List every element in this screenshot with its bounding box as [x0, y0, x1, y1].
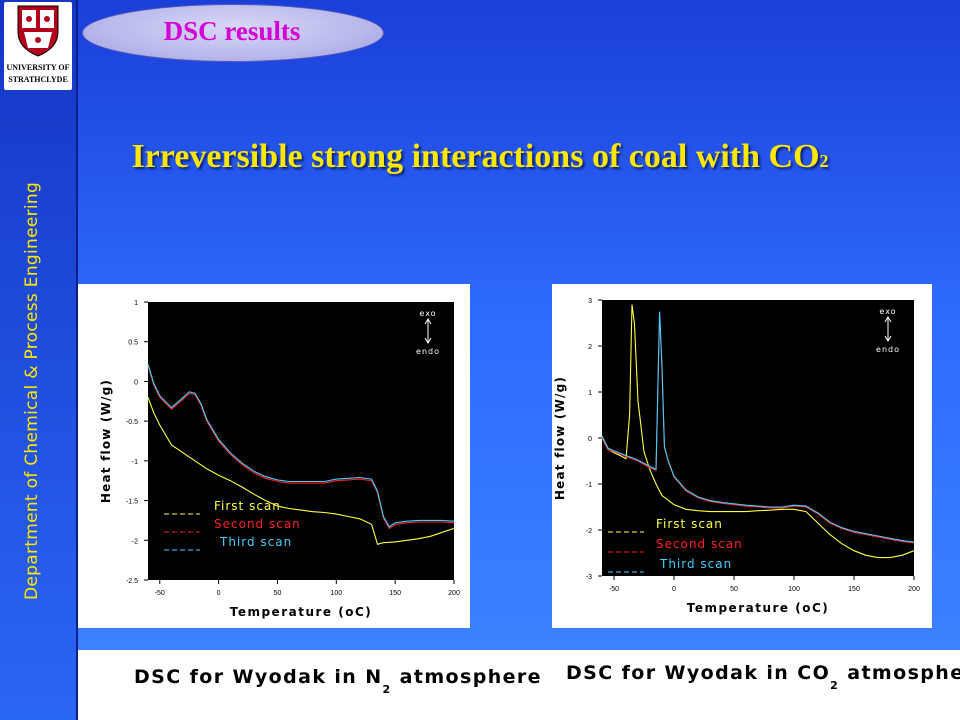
y-tick-label: 0	[134, 379, 138, 386]
y-tick-label: -1	[132, 459, 138, 466]
caption-co2-sub: 2	[830, 679, 840, 692]
caption-n2: DSC for Wyodak in N2 atmosphere	[134, 666, 542, 696]
y-tick-label: 1	[134, 300, 138, 307]
x-tick-label: 200	[448, 590, 460, 597]
arrow-head-up	[884, 316, 892, 323]
subtitle-subscript: 2	[819, 151, 829, 171]
y-tick-label: 3	[588, 298, 592, 305]
left-sidebar: UNIVERSITY OF STRATHCLYDE Department of …	[0, 0, 78, 720]
x-tick-label: 150	[389, 590, 401, 597]
arrow-head-down	[884, 335, 892, 342]
department-label: Department of Chemical & Process Enginee…	[22, 181, 42, 600]
caption-n2-sub: 2	[382, 683, 392, 696]
x-tick-label: -50	[609, 586, 619, 593]
caption-co2-end: atmosphere	[847, 662, 960, 684]
x-tick-label: -50	[155, 590, 165, 597]
series-line-2	[147, 365, 455, 530]
chart-co2: 3 2 1 0 -1 -2 -3 -50 0 50 100 150 200 Temperature (oC…	[553, 298, 920, 615]
y-tick-label: -1.5	[126, 499, 138, 506]
y-tick-label: -0.5	[126, 419, 138, 426]
arrow-head-down	[424, 337, 432, 344]
x-axis-label: Temperature (oC)	[687, 601, 830, 615]
chart-n2: 1 0.5 0 -0.5 -1 -1.5 -2 -2.5 -50 0 50 100 150 200 Temp…	[99, 300, 460, 619]
caption-band	[78, 650, 960, 720]
legend-label-1: First scan	[656, 517, 723, 531]
y-tick-label: 1	[588, 390, 592, 397]
x-axis-label: Temperature (oC)	[230, 605, 373, 619]
exo-label: exo	[419, 309, 436, 318]
x-tick-label: 50	[274, 590, 282, 597]
x-tick-label: 0	[672, 586, 676, 593]
exo-label: exo	[879, 307, 896, 316]
legend-label-1: First scan	[214, 499, 281, 513]
y-axis-label: Heat flow (W/g)	[553, 376, 567, 500]
logo-text-line2: STRATHCLYDE	[8, 75, 68, 84]
plot-area	[148, 302, 454, 580]
arrow-head-up	[424, 318, 432, 325]
caption-co2-main: DSC for Wyodak in CO	[566, 662, 831, 684]
y-tick-label: -2	[586, 528, 592, 535]
caption-co2: DSC for Wyodak in CO2 atmosphere	[566, 662, 960, 692]
series-line-3	[147, 363, 455, 528]
caption-n2-main: DSC for Wyodak in N	[134, 666, 383, 688]
y-tick-label: 0.5	[128, 340, 138, 347]
x-tick-label: 200	[908, 586, 920, 593]
y-tick-label: 2	[588, 344, 592, 351]
chart-panel-co2: 3 2 1 0 -1 -2 -3 -50 0 50 100 150 200 Temperature (oC…	[552, 284, 932, 628]
x-tick-label: 100	[788, 586, 800, 593]
legend-label-3: Third scan	[659, 557, 732, 571]
subtitle-main: Irreversible strong interactions of coal…	[131, 138, 820, 175]
series-line-2	[601, 313, 915, 544]
x-tick-label: 0	[217, 590, 221, 597]
y-tick-label: -3	[586, 574, 592, 581]
university-logo: UNIVERSITY OF STRATHCLYDE	[4, 2, 72, 90]
legend-label-2: Second scan	[214, 517, 301, 531]
chart-panel-n2: 1 0.5 0 -0.5 -1 -1.5 -2 -2.5 -50 0 50 100 150 200 Temp…	[78, 284, 470, 628]
y-tick-label: -2.5	[126, 578, 138, 585]
caption-n2-end: atmosphere	[391, 666, 542, 688]
x-tick-label: 100	[330, 590, 342, 597]
y-tick-label: -2	[132, 538, 138, 545]
endo-label: endo	[876, 345, 900, 354]
legend-label-3: Third scan	[219, 535, 292, 549]
series-line-1	[601, 304, 915, 559]
logo-text-line1: UNIVERSITY OF	[6, 63, 69, 72]
slide-subtitle: Irreversible strong interactions of coal…	[0, 138, 960, 176]
x-tick-label: 50	[730, 586, 738, 593]
series-line-1	[147, 397, 455, 545]
title-oval	[82, 4, 384, 62]
x-tick-label: 150	[848, 586, 860, 593]
slide-title: DSC results	[163, 16, 301, 46]
series-line-3	[601, 311, 915, 543]
endo-label: endo	[416, 347, 440, 356]
y-axis-label: Heat flow (W/g)	[99, 379, 113, 503]
legend-label-2: Second scan	[656, 537, 743, 551]
y-tick-label: 0	[588, 436, 592, 443]
plot-area	[602, 300, 914, 576]
y-tick-label: -1	[586, 482, 592, 489]
